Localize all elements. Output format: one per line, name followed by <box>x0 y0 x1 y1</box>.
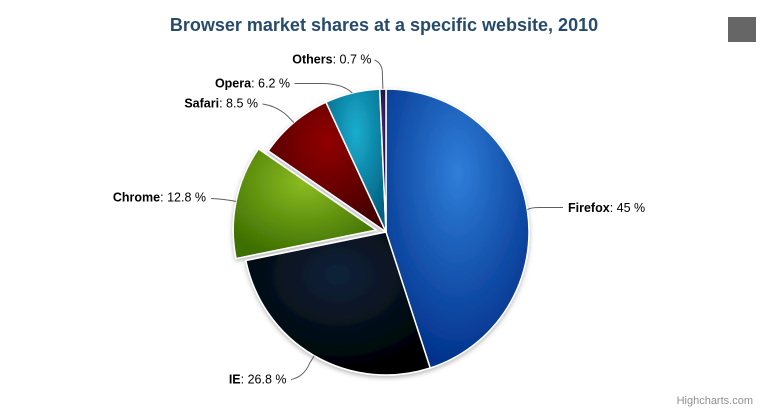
data-label-chrome: Chrome: 12.8 % <box>113 191 206 205</box>
label-connector-chrome <box>210 198 237 202</box>
data-labels: Firefox: 45 % IE: 26.8 % Chrome: 12.8 % … <box>113 53 645 387</box>
data-label-opera-value: : 6.2 % <box>251 77 290 91</box>
data-label-ie-name: IE <box>229 373 241 387</box>
data-label-ie-value: : 26.8 % <box>241 373 287 387</box>
chart-title: Browser market shares at a specific webs… <box>170 15 598 35</box>
data-label-others-value: : 0.7 % <box>333 53 372 67</box>
data-label-firefox-value: : 45 % <box>610 201 645 215</box>
credits-link[interactable]: Highcharts.com <box>677 395 753 407</box>
data-label-chrome-name: Chrome <box>113 191 160 205</box>
data-label-others-name: Others <box>292 53 332 67</box>
label-connector-others <box>374 59 384 89</box>
data-label-safari: Safari: 8.5 % <box>184 97 258 111</box>
pie-series <box>232 88 530 376</box>
hamburger-menu-icon <box>731 21 752 39</box>
data-label-firefox-name: Firefox <box>568 201 610 215</box>
data-label-firefox: Firefox: 45 % <box>568 201 645 215</box>
label-connector-opera <box>294 83 353 94</box>
pie-slice-firefox[interactable] <box>385 88 530 369</box>
data-label-ie: IE: 26.8 % <box>229 373 287 387</box>
data-label-opera: Opera: 6.2 % <box>215 77 290 91</box>
data-label-opera-name: Opera <box>215 77 252 91</box>
pie-slice-others[interactable] <box>378 88 387 233</box>
label-connector-ie <box>290 355 315 380</box>
label-connector-safari <box>262 103 295 124</box>
context-menu-button[interactable] <box>728 17 756 42</box>
data-label-safari-value: : 8.5 % <box>219 97 258 111</box>
data-label-chrome-value: : 12.8 % <box>160 191 206 205</box>
label-connector-firefox <box>527 207 563 211</box>
pie-slice-ie[interactable] <box>245 231 431 376</box>
data-label-others: Others: 0.7 % <box>292 53 371 67</box>
data-label-safari-name: Safari <box>184 97 219 111</box>
label-connectors <box>210 59 563 380</box>
